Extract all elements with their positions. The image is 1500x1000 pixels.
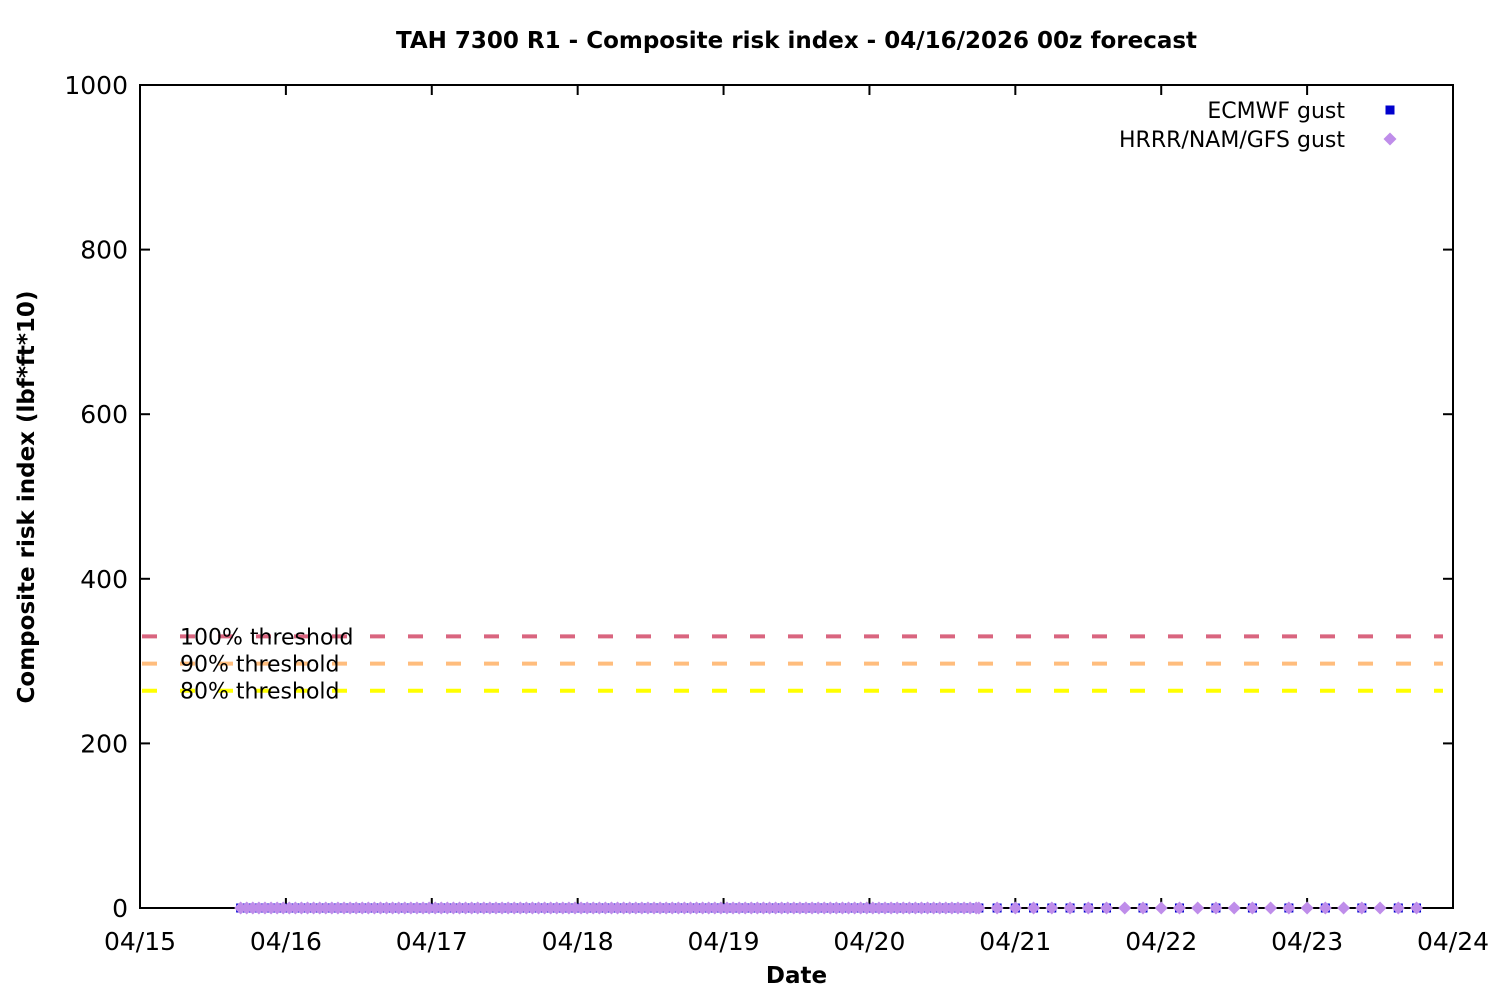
y-tick-label: 800 (80, 236, 128, 265)
x-tick-label: 04/19 (688, 927, 760, 956)
data-point-hrrr-nam-gfs (1063, 901, 1077, 915)
legend-label: HRRR/NAM/GFS gust (1119, 128, 1345, 153)
threshold-label: 80% threshold (180, 680, 340, 705)
data-point-hrrr-nam-gfs (1008, 901, 1022, 915)
data-point-hrrr-nam-gfs (1172, 901, 1186, 915)
data-point-hrrr-nam-gfs (1373, 901, 1387, 915)
legend-label: ECMWF gust (1207, 99, 1345, 124)
data-point-hrrr-nam-gfs (1100, 901, 1114, 915)
threshold-label: 90% threshold (180, 653, 340, 678)
data-point-hrrr-nam-gfs (1081, 901, 1095, 915)
data-point-hrrr-nam-gfs (1027, 901, 1041, 915)
x-tick-label: 04/18 (542, 927, 614, 956)
threshold-label: 100% threshold (180, 625, 354, 650)
x-tick-label: 04/22 (1125, 927, 1197, 956)
data-point-hrrr-nam-gfs (1209, 901, 1223, 915)
data-point-hrrr-nam-gfs (1136, 901, 1150, 915)
x-axis-label: Date (765, 963, 828, 989)
plot-border (139, 84, 1454, 909)
chart-title: TAH 7300 R1 - Composite risk index - 04/… (395, 28, 1198, 54)
data-point-hrrr-nam-gfs (1045, 901, 1059, 915)
data-point-hrrr-nam-gfs (972, 901, 986, 915)
legend-marker-diamond (1383, 132, 1397, 146)
data-point-hrrr-nam-gfs (1227, 901, 1241, 915)
y-tick-label: 600 (80, 400, 128, 429)
x-tick-label: 04/17 (396, 927, 468, 956)
y-tick-label: 0 (112, 894, 128, 923)
x-tick-label: 04/23 (1271, 927, 1343, 956)
data-point-hrrr-nam-gfs (1154, 901, 1168, 915)
data-point-hrrr-nam-gfs (1191, 901, 1205, 915)
data-point-hrrr-nam-gfs (1391, 901, 1405, 915)
data-point-hrrr-nam-gfs (1355, 901, 1369, 915)
data-point-hrrr-nam-gfs (1264, 901, 1278, 915)
y-tick-label: 400 (80, 565, 128, 594)
data-point-hrrr-nam-gfs (1410, 901, 1424, 915)
data-point-hrrr-nam-gfs (1337, 901, 1351, 915)
legend-marker-square (1385, 105, 1395, 115)
x-tick-label: 04/15 (104, 927, 176, 956)
x-tick-label: 04/24 (1417, 927, 1489, 956)
y-tick-label: 1000 (64, 71, 128, 100)
data-point-hrrr-nam-gfs (1118, 901, 1132, 915)
data-point-hrrr-nam-gfs (1318, 901, 1332, 915)
data-point-hrrr-nam-gfs (1282, 901, 1296, 915)
x-tick-label: 04/21 (979, 927, 1051, 956)
x-tick-label: 04/20 (833, 927, 905, 956)
data-point-hrrr-nam-gfs (1245, 901, 1259, 915)
x-tick-label: 04/16 (250, 927, 322, 956)
y-tick-label: 200 (80, 729, 128, 758)
data-point-hrrr-nam-gfs (990, 901, 1004, 915)
data-point-hrrr-nam-gfs (1300, 901, 1314, 915)
